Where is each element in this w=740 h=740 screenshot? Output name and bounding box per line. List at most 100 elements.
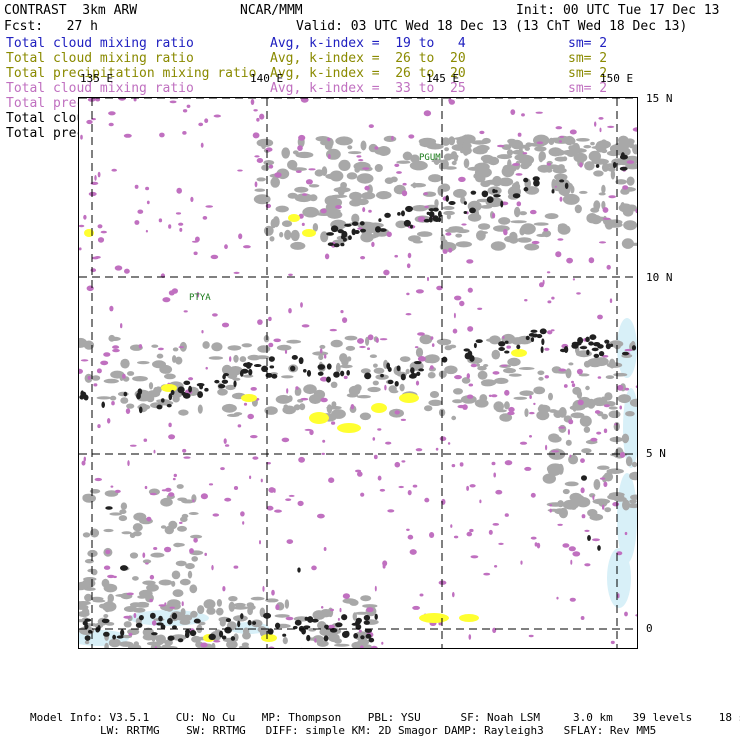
field-gray-cloud [426,143,444,150]
field-black-core [416,371,421,376]
field-purple-cloud [297,500,304,507]
field-gray-cloud [548,147,563,157]
field-gray-cloud [108,336,121,341]
field-gray-cloud [228,601,235,612]
field-black-core [261,365,269,373]
field-purple-cloud [606,264,611,270]
field-black-core [559,348,567,353]
field-purple-cloud [237,424,242,428]
field-gray-cloud [490,241,506,251]
field-purple-cloud [114,265,123,271]
field-black-core [498,341,506,347]
lat-label-0: 0 [646,622,653,635]
field-black-core [204,387,209,392]
field-black-core [103,631,110,637]
field-gray-cloud [160,525,167,529]
field-purple-cloud [602,504,605,510]
field-purple-cloud [205,205,213,208]
field-purple-cloud [635,614,637,617]
field-black-core [189,629,197,637]
field-gray-cloud [376,191,392,200]
field-purple-cloud [285,616,294,621]
field-purple-cloud [317,513,325,519]
field-gray-cloud [427,372,436,379]
field-yellow-precip [261,634,277,642]
field-gray-cloud [625,411,635,417]
field-purple-cloud [107,574,115,579]
field-black-core [355,623,362,630]
field-gray-cloud [161,647,170,648]
field-purple-cloud [182,448,187,453]
field-gray-cloud [483,364,489,367]
field-purple-cloud [200,642,208,648]
field-gray-cloud [108,638,121,648]
legend-field-label: Total cloud mixing ratio [6,81,194,96]
field-purple-cloud [108,111,116,116]
field-purple-cloud [256,117,260,122]
field-purple-cloud [213,640,221,643]
field-gray-cloud [177,525,187,532]
field-purple-cloud [528,634,534,638]
field-purple-cloud [442,249,448,254]
field-purple-cloud [320,376,328,382]
field-purple-cloud [211,564,214,571]
field-black-core [302,369,307,373]
field-gray-cloud [319,344,326,349]
field-purple-cloud [240,511,245,517]
field-purple-cloud [609,298,613,303]
field-gray-cloud [396,160,411,164]
model-info-line-2: LW: RRTMG SW: RRTMG DIFF: simple KM: 2D … [100,724,657,737]
field-gray-cloud [565,439,572,446]
field-black-core [291,355,298,360]
field-gray-cloud [367,222,384,229]
field-yellow-precip [399,393,419,403]
field-gray-cloud [405,368,410,374]
field-gray-cloud [281,220,293,227]
field-gray-cloud [510,220,527,224]
field-gray-cloud [474,162,490,171]
field-gray-cloud [438,370,447,378]
field-black-core [433,218,441,222]
field-gray-cloud [504,401,510,410]
field-black-core [441,356,448,363]
field-gray-cloud [418,137,437,145]
field-gray-cloud [412,182,417,189]
field-black-core [183,380,191,386]
field-black-core [101,401,106,408]
field-black-core [135,622,143,628]
field-purple-cloud [530,209,537,215]
field-purple-cloud [327,154,331,159]
field-gray-cloud [557,224,571,235]
field-gray-cloud [234,412,243,416]
field-purple-cloud [103,565,111,570]
field-gray-cloud [294,389,299,396]
field-gray-cloud [519,211,527,216]
field-black-core [432,207,439,212]
field-gray-cloud [354,166,361,173]
field-purple-cloud [453,535,459,539]
field-gray-cloud [508,373,522,377]
field-purple-cloud [533,402,536,406]
field-black-core [149,612,156,619]
field-gray-cloud [354,384,362,392]
field-purple-cloud [466,259,474,264]
field-purple-cloud [571,383,576,388]
field-purple-cloud [379,488,386,492]
field-purple-cloud [467,287,473,293]
field-purple-cloud [107,418,111,424]
field-gray-cloud [623,220,637,231]
field-gray-cloud [127,371,135,376]
field-purple-cloud [617,384,624,391]
field-gray-cloud [373,367,385,374]
field-purple-cloud [466,531,473,537]
field-purple-cloud [259,540,261,545]
field-gray-cloud [156,353,164,359]
field-purple-cloud [594,121,597,127]
field-purple-cloud [572,278,575,281]
field-gray-cloud [227,345,242,351]
field-purple-cloud [93,383,98,387]
field-purple-cloud [271,589,275,596]
field-gray-cloud [206,607,216,615]
field-black-core [400,373,406,381]
field-gray-cloud [596,140,611,149]
